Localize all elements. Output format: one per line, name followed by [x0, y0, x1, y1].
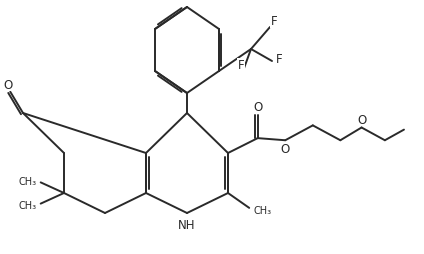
- Text: O: O: [281, 143, 290, 156]
- Text: F: F: [237, 59, 244, 72]
- Text: O: O: [357, 113, 366, 126]
- Text: F: F: [276, 53, 283, 66]
- Text: O: O: [3, 78, 13, 91]
- Text: NH: NH: [178, 218, 196, 231]
- Text: CH₃: CH₃: [18, 200, 36, 210]
- Text: O: O: [253, 101, 262, 114]
- Text: CH₃: CH₃: [18, 177, 36, 186]
- Text: F: F: [271, 15, 278, 28]
- Text: CH₃: CH₃: [254, 205, 272, 215]
